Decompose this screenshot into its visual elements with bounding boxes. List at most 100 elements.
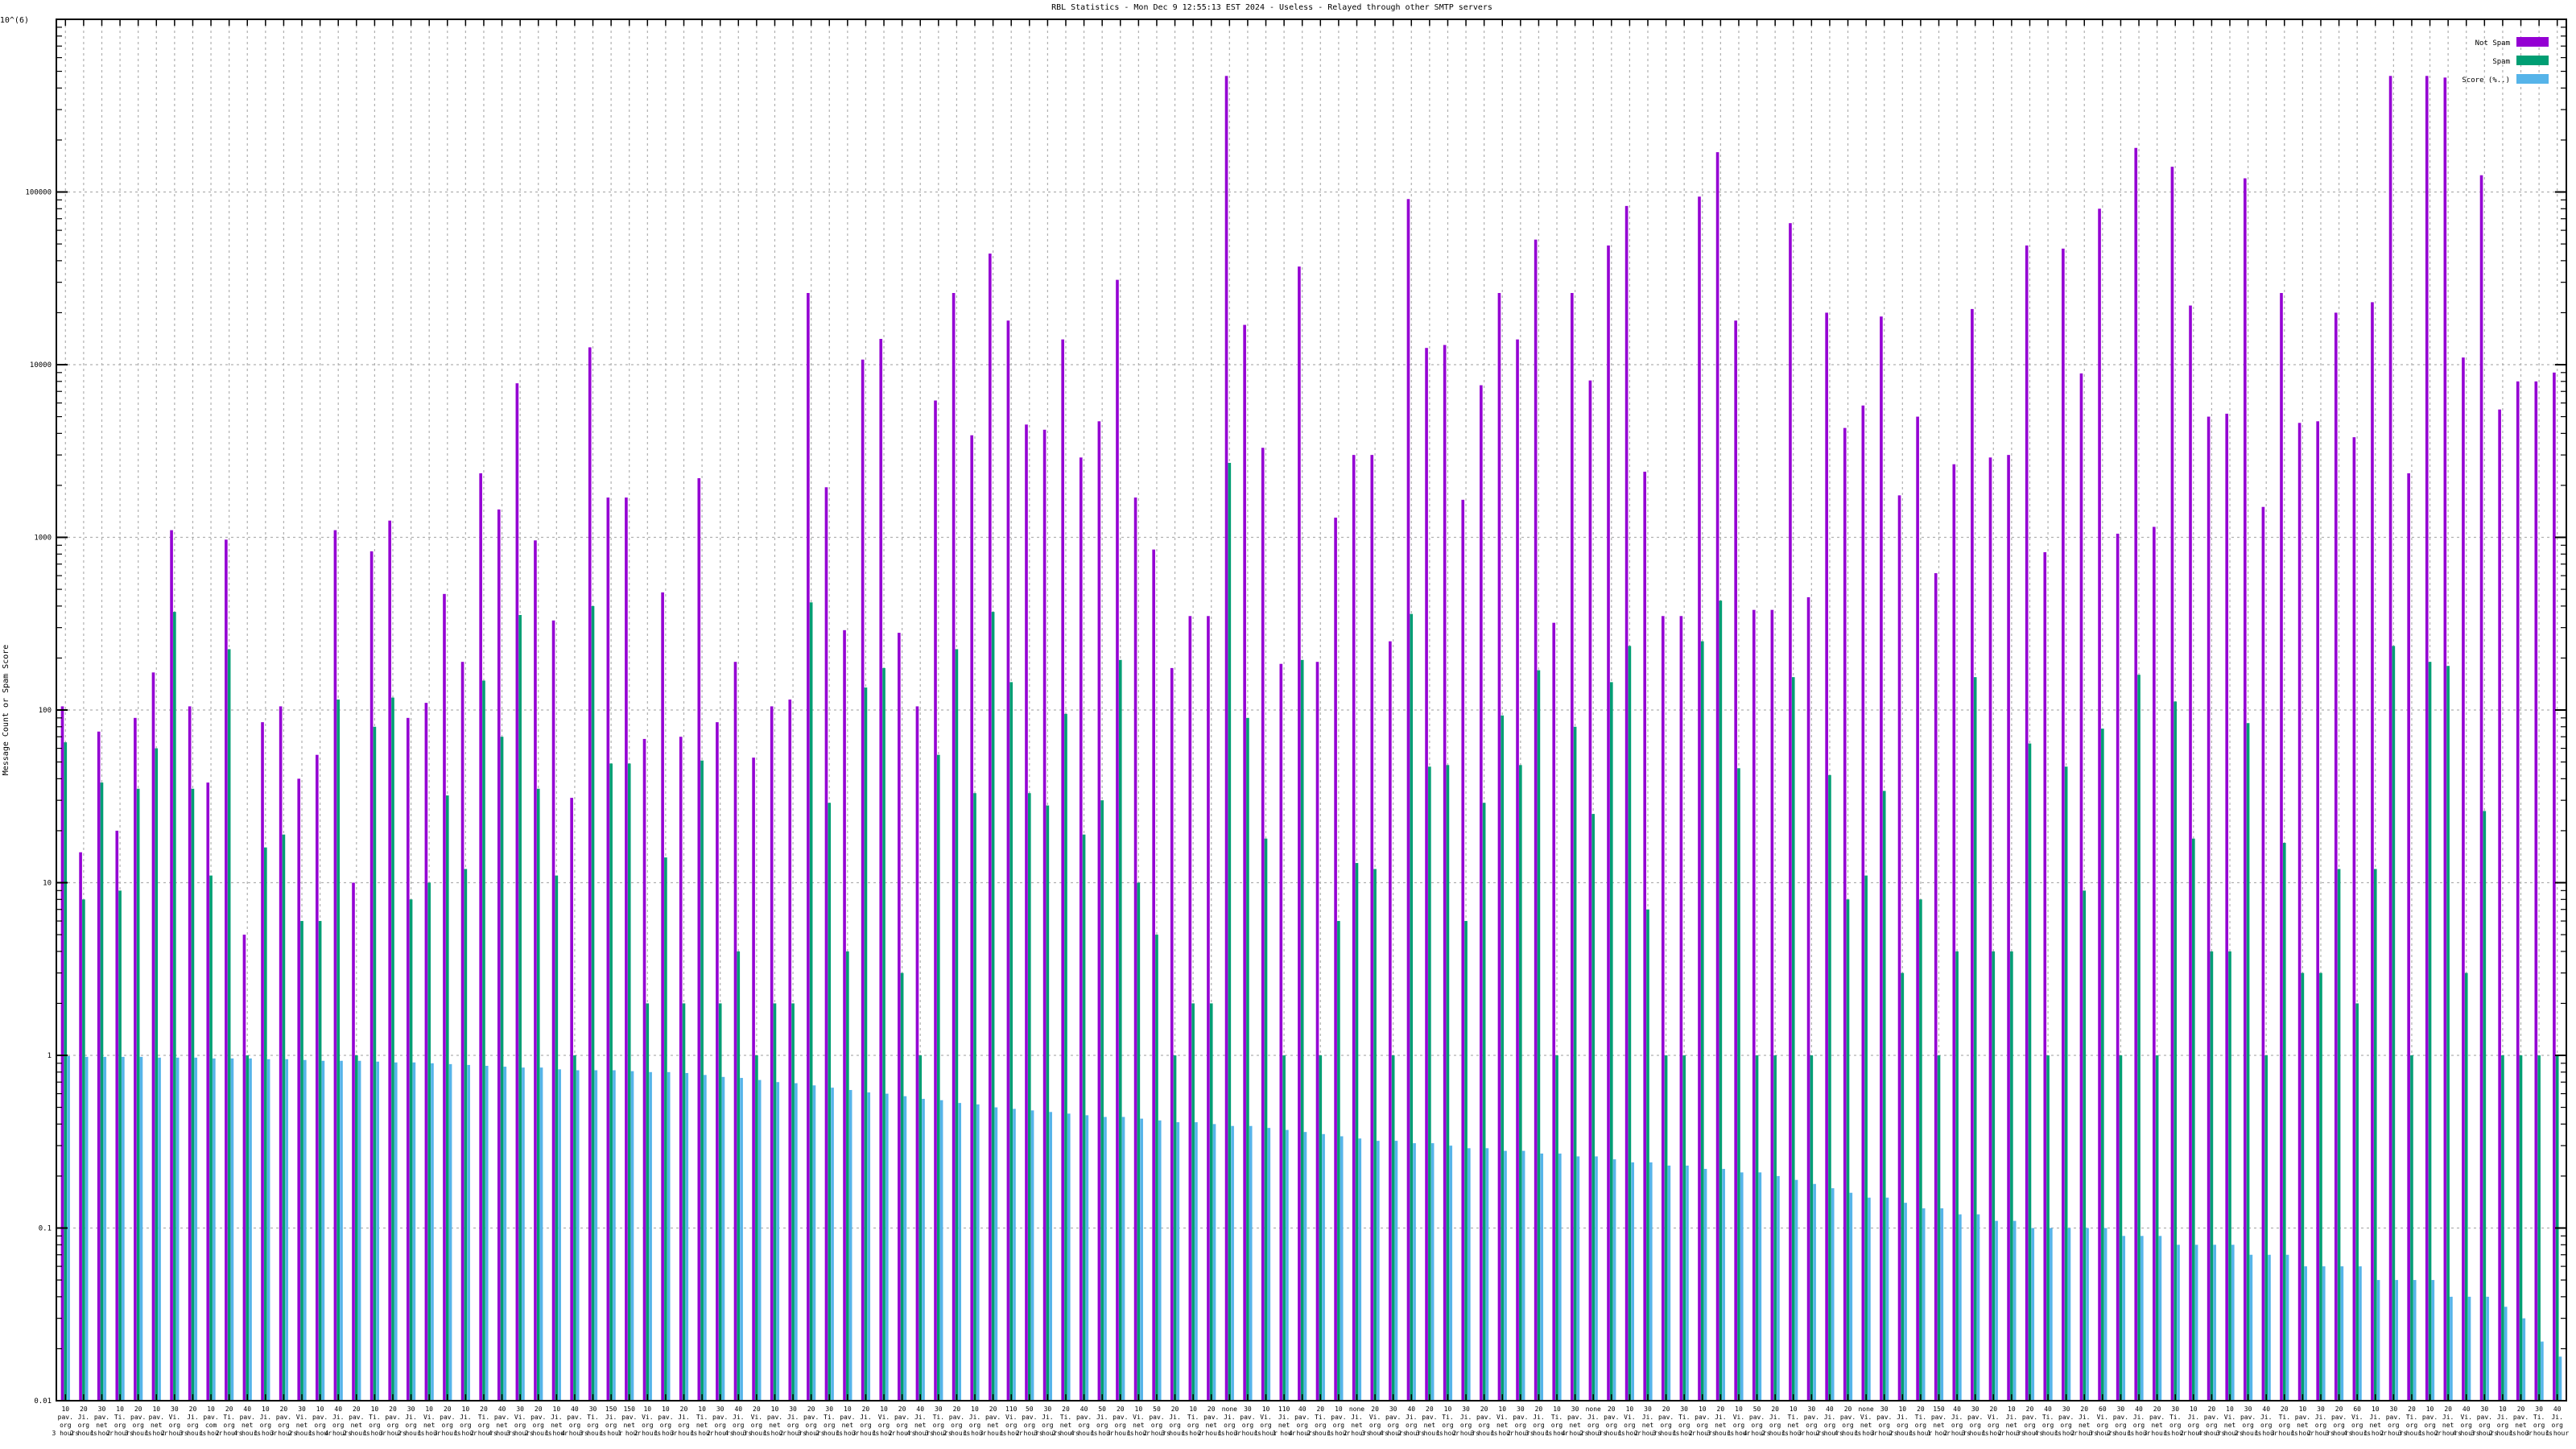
x-tick-label: 20 [1171, 1406, 1179, 1413]
bar-not-spam [1971, 308, 1974, 1401]
x-tick-label: net [769, 1422, 781, 1429]
y-tick-label: 0.01 [34, 1397, 52, 1406]
x-tick-label: 3 hours [379, 1430, 407, 1437]
bar-spam [373, 726, 377, 1401]
x-tick-label: Ji. [1897, 1414, 1908, 1421]
bar-spam [682, 1003, 686, 1401]
bar-score [1740, 1172, 1744, 1401]
bar-score [740, 1078, 743, 1401]
x-tick-label: Vi. [169, 1414, 180, 1421]
bar-not-spam [1789, 223, 1792, 1402]
x-tick-label: Ji. [1533, 1414, 1544, 1421]
bar-not-spam [2134, 147, 2138, 1402]
x-tick-label: 40 [1953, 1406, 1961, 1413]
x-tick-label: Vi. [2351, 1414, 2363, 1421]
x-tick-label: pav. [130, 1414, 146, 1421]
x-tick-label: org [514, 1422, 526, 1429]
bar-score [1468, 1148, 1471, 1401]
x-tick-label: 1 hour [2418, 1430, 2442, 1437]
bar-spam [2228, 951, 2231, 1401]
x-tick-label: pav. [1931, 1414, 1946, 1421]
bar-score [2467, 1296, 2471, 1401]
x-tick-label: 20 [1717, 1406, 1725, 1413]
x-tick-label: 20 [1480, 1406, 1488, 1413]
bar-score [1267, 1128, 1271, 1401]
bar-score [2431, 1280, 2435, 1401]
x-tick-label: 3 hours [2144, 1430, 2171, 1437]
bar-score [431, 1063, 434, 1401]
x-tick-label: pav. [1294, 1414, 1310, 1421]
bar-not-spam [1207, 616, 1210, 1401]
bar-not-spam [2407, 473, 2410, 1401]
bar-spam [1864, 875, 1868, 1401]
bar-score [139, 1056, 143, 1401]
x-tick-label: org [1315, 1422, 1327, 1429]
x-tick-label: 3 hours [743, 1430, 770, 1437]
bar-not-spam [1298, 266, 1301, 1401]
x-tick-label: pav. [2422, 1414, 2438, 1421]
x-tick-label: Ti. [478, 1414, 489, 1421]
x-tick-label: 1 hour [1491, 1430, 1514, 1437]
x-tick-label: org [2060, 1422, 2072, 1429]
x-tick-label: Ji. [914, 1414, 926, 1421]
bar-not-spam [1588, 380, 1592, 1401]
bar-not-spam [1752, 609, 1756, 1401]
x-tick-label: 30 [1044, 1406, 1052, 1413]
x-tick-label: org [1224, 1422, 1236, 1429]
x-tick-label: net [351, 1422, 363, 1429]
x-tick-label: 3 hours [52, 1430, 79, 1437]
x-tick-label: org [2333, 1422, 2345, 1429]
legend-label: Spam [2492, 58, 2510, 66]
x-tick-label: 3 hours [1598, 1430, 1625, 1437]
x-tick-label: 10 [643, 1406, 651, 1413]
x-tick-label: pav. [2022, 1414, 2037, 1421]
y-tick-label: 100 [39, 707, 52, 715]
bar-score [1121, 1117, 1125, 1401]
x-tick-label: org [2388, 1422, 2400, 1429]
x-tick-label: 2 hours [2434, 1430, 2462, 1437]
bar-score [2340, 1266, 2344, 1401]
x-tick-label: 2 hours [2235, 1430, 2262, 1437]
x-tick-label: 2 hours [2180, 1430, 2207, 1437]
bar-not-spam [1461, 499, 1465, 1402]
x-tick-label: 10 [152, 1406, 160, 1413]
x-tick-label: net [1569, 1422, 1581, 1429]
bar-spam [2028, 743, 2032, 1401]
bar-spam [2392, 646, 2396, 1401]
x-tick-label: 2 hours [1397, 1430, 1425, 1437]
bar-not-spam [1480, 385, 1483, 1402]
x-tick-label: 30 [1244, 1406, 1252, 1413]
bar-score [2285, 1254, 2289, 1401]
bar-spam [354, 1055, 358, 1401]
bar-not-spam [1261, 448, 1265, 1401]
x-tick-label: 1 hour [1673, 1430, 1696, 1437]
x-tick-label: Vi. [878, 1414, 890, 1421]
x-tick-label: Ji. [2497, 1414, 2508, 1421]
bar-spam [973, 793, 976, 1401]
bar-score [158, 1057, 161, 1401]
bar-score [485, 1065, 489, 1401]
bar-not-spam [679, 737, 683, 1401]
x-tick-label: org [1005, 1422, 1018, 1429]
legend: Not Spam Spam Score (%..) [2462, 37, 2549, 85]
y-tick-label: 1 [47, 1052, 52, 1060]
bar-score [2359, 1266, 2362, 1401]
x-tick-label: net [2515, 1422, 2527, 1429]
bar-spam [2501, 1055, 2504, 1401]
bar-not-spam [588, 347, 592, 1402]
x-tick-label: 2 hours [707, 1430, 734, 1437]
bar-score [2304, 1266, 2307, 1401]
x-tick-label: 3 hours [1034, 1430, 1062, 1437]
x-tick-label: net [296, 1422, 308, 1429]
bar-spam [1046, 805, 1050, 1401]
bar-score [1013, 1108, 1016, 1401]
bar-score [939, 1100, 943, 1401]
bar-score [1449, 1146, 1453, 1401]
x-tick-label: Ji. [260, 1414, 271, 1421]
x-tick-label: org [1733, 1422, 1745, 1429]
bar-not-spam [879, 338, 883, 1402]
bar-spam [1609, 682, 1613, 1401]
x-tick-label: 3 hours [2017, 1430, 2044, 1437]
bar-spam [919, 1055, 923, 1401]
